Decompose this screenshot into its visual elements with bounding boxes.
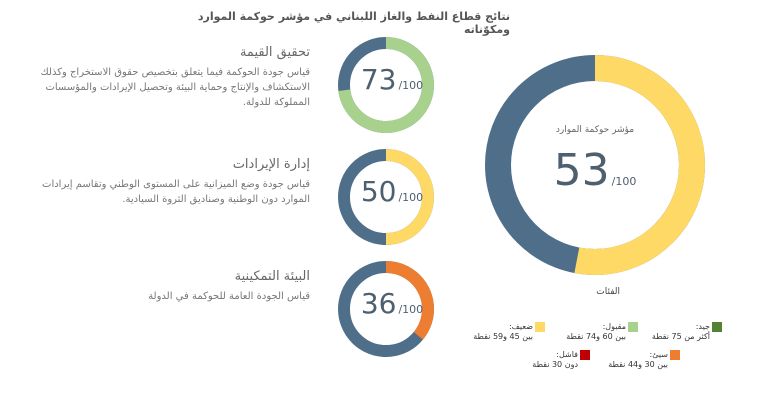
legend-name: فاشل: xyxy=(556,350,578,359)
component-description: قياس جودة الحوكمة فيما يتعلق بتخصيص حقوق… xyxy=(40,67,310,108)
legend-swatch xyxy=(628,322,638,332)
legend-range: بين 45 و59 نقطة xyxy=(473,332,533,341)
legend-range: أكثر من 75 نقطة xyxy=(651,332,710,341)
max-label: /100 xyxy=(398,191,423,204)
legend-swatch xyxy=(670,350,680,360)
legend-swatch xyxy=(535,322,545,332)
component-description: قياس الجودة العامة للحوكمة في الدولة xyxy=(148,291,310,302)
legend-name: ضعيف: xyxy=(508,322,533,331)
donut-value: 53/100 xyxy=(554,145,637,196)
value-text: 50 xyxy=(361,175,397,208)
donut-arc xyxy=(338,37,434,133)
donut-arc xyxy=(385,261,434,340)
donut-value: 36/100 xyxy=(361,287,423,320)
legend-range: بين 30 و44 نقطة xyxy=(608,360,668,369)
legend-name: جيد: xyxy=(695,322,710,331)
legend-range: دون 30 نقطة xyxy=(532,360,578,369)
component-title: إدارة الإيرادات xyxy=(232,157,310,172)
legend-range: بين 60 و74 نقطة xyxy=(566,332,626,341)
max-label: /100 xyxy=(398,79,423,92)
donut-arc xyxy=(574,55,705,275)
max-label: /100 xyxy=(612,175,637,188)
value-text: 36 xyxy=(361,287,397,320)
page-title: نتائج قطاع النفط والغاز اللبناني في مؤشر… xyxy=(197,10,510,36)
max-label: /100 xyxy=(398,303,423,316)
index-label: مؤشر حوكمة الموارد xyxy=(556,125,634,135)
donut-value: 73/100 xyxy=(361,63,423,96)
value-text: 73 xyxy=(361,63,397,96)
donut-arc xyxy=(385,149,434,245)
component-description: قياس جودة وضع الميزانية على المستوى الوط… xyxy=(42,179,310,205)
legend-swatch xyxy=(580,350,590,360)
component-title: تحقيق القيمة xyxy=(239,45,310,60)
value-text: 53 xyxy=(554,145,610,196)
legend-swatch xyxy=(712,322,722,332)
legend-name: مقبول: xyxy=(602,322,626,331)
component-title: البيئة التمكينية xyxy=(234,269,310,284)
legend-title: الفئات xyxy=(596,287,620,297)
donut-value: 50/100 xyxy=(361,175,423,208)
legend-name: سيئ: xyxy=(649,350,668,359)
